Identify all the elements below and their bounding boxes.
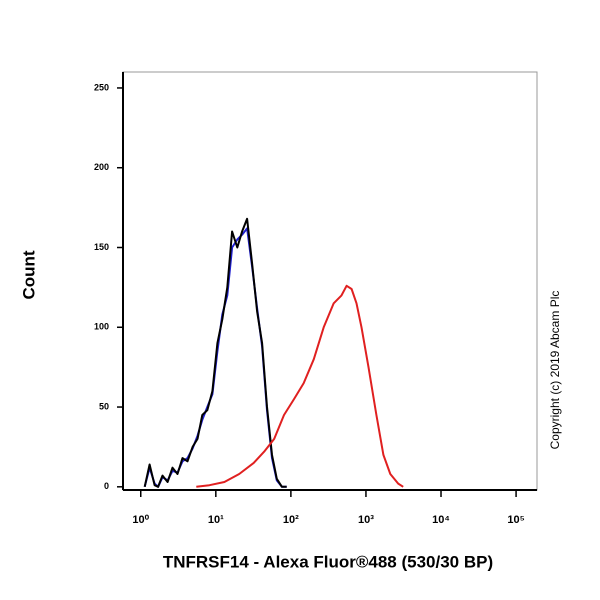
x-tick-label: 10⁵ — [507, 514, 524, 526]
y-tick-label: 200 — [94, 162, 109, 172]
x-tick-label: 10² — [283, 514, 299, 526]
y-tick-label: 0 — [104, 481, 109, 491]
y-axis-label: Count — [19, 250, 38, 299]
y-tick-label: 100 — [94, 322, 109, 332]
histogram-line — [196, 284, 404, 488]
x-tick-label: 10¹ — [208, 514, 224, 526]
copyright: Copyright (c) 2019 Abcam Plc — [548, 291, 562, 450]
y-tick-label: 50 — [99, 401, 109, 411]
y-tick-label: 150 — [94, 242, 109, 252]
x-tick-label: 10³ — [358, 514, 374, 526]
x-tick-label: 10⁴ — [432, 514, 450, 526]
plot-frame — [122, 71, 538, 491]
x-axis-label: TNFRSF14 - Alexa Fluor®488 (530/30 BP) — [163, 552, 493, 571]
x-tick-label: 10⁰ — [132, 514, 149, 526]
histogram-line — [143, 217, 287, 488]
y-tick-label: 250 — [94, 82, 109, 92]
